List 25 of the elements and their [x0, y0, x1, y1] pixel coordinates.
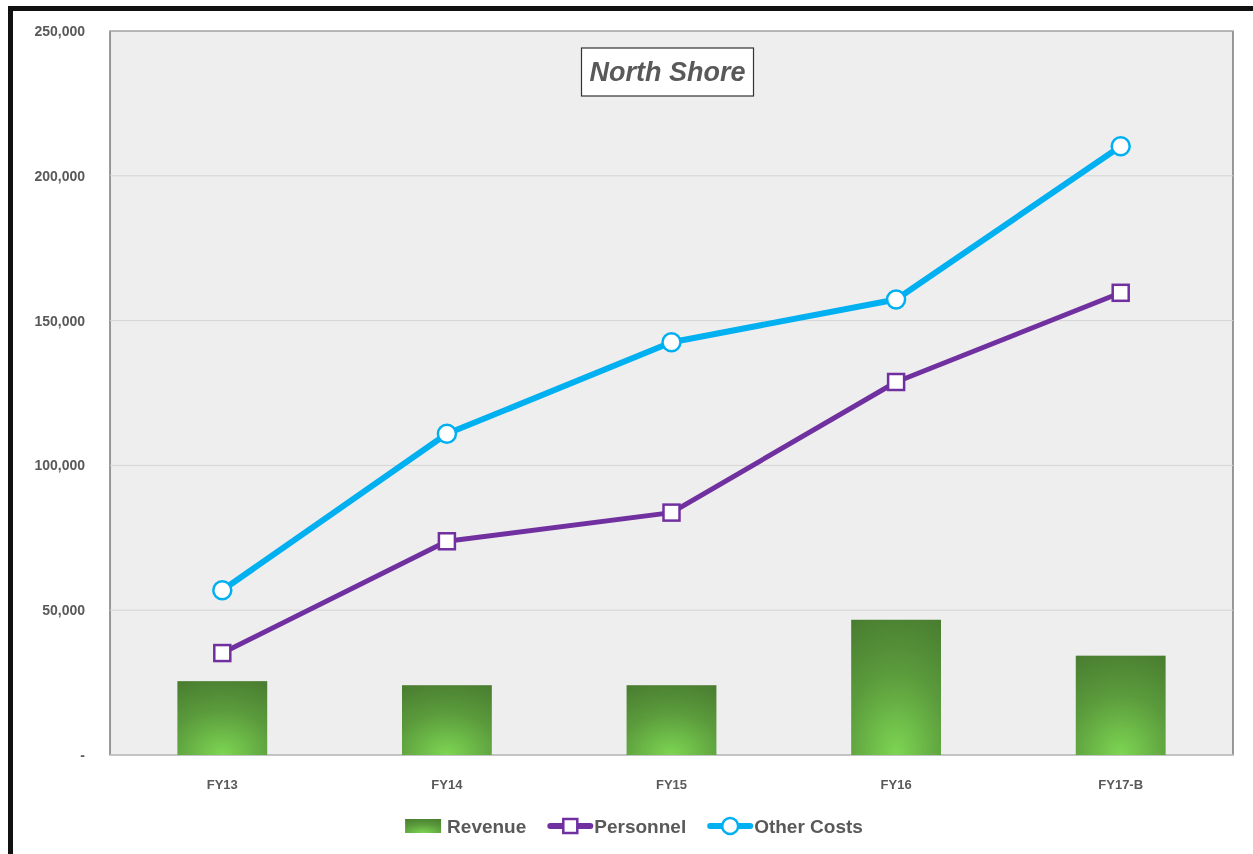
y-tick-label: 150,000 [34, 312, 86, 329]
point [1110, 136, 1131, 157]
point [213, 643, 232, 663]
legend-label: Personnel [594, 815, 687, 837]
y-tick-label: 250,000 [34, 23, 86, 39]
x-tick-label: FY17-B [1098, 776, 1144, 792]
point [885, 289, 907, 310]
point [437, 532, 457, 551]
x-tick-label: FY16 [880, 776, 912, 792]
y-tick-label: - [80, 747, 86, 763]
point [212, 579, 233, 601]
point [436, 423, 458, 445]
y-tick-label: 200,000 [34, 167, 86, 184]
point [661, 332, 682, 353]
x-tick-label: FY13 [206, 776, 238, 792]
point [886, 372, 906, 392]
legend-label: Other Costs [754, 815, 863, 837]
y-tick-label: 50,000 [42, 602, 86, 619]
x-tick-label: FY15 [655, 776, 688, 792]
y-tick-label: 100,000 [34, 457, 86, 474]
point [662, 503, 681, 522]
point [1111, 283, 1130, 303]
x-tick-label: FY14 [431, 776, 464, 792]
text: North Shore [589, 57, 746, 87]
legend-label: Revenue [447, 815, 527, 837]
